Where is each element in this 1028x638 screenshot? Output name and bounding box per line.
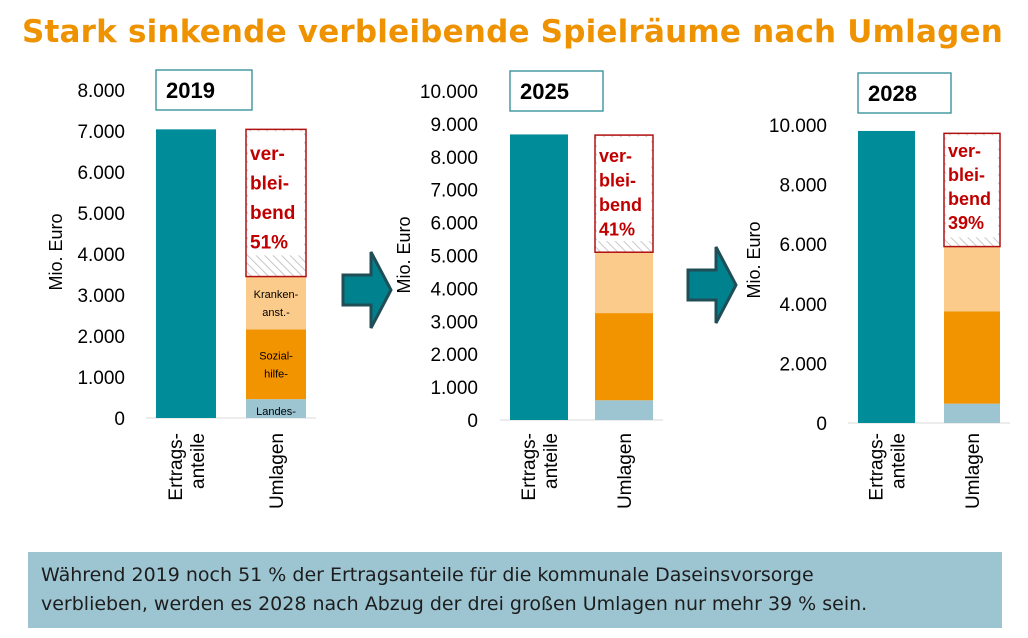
y-tick-label: 8.000	[779, 176, 827, 197]
y-tick-label: 0	[467, 411, 478, 432]
verbleibend-label: blei-	[250, 174, 289, 195]
verbleibend-percent: 39%	[948, 213, 984, 233]
x-category-label: anteile	[188, 433, 209, 489]
y-tick-label: 6.000	[77, 163, 125, 184]
bar-segment-krankenanstaltenumlage	[944, 246, 1000, 312]
y-tick-label: 4.000	[77, 245, 125, 266]
year-label: 2025	[520, 79, 569, 104]
verbleibend-label: blei-	[948, 165, 985, 185]
y-tick-label: 6.000	[779, 235, 827, 256]
y-tick-label: 8.000	[77, 81, 125, 102]
x-category-label: Umlagen	[267, 433, 288, 509]
y-tick-label: 10.000	[769, 116, 827, 137]
verbleibend-label: bend	[948, 189, 991, 209]
bar-segment-sozialhilfeumlage	[246, 329, 306, 400]
y-tick-label: 4.000	[779, 295, 827, 316]
bar-segment-landesumlage	[246, 399, 306, 418]
y-tick-label: 6.000	[430, 214, 478, 235]
y-tick-label: 3.000	[77, 286, 125, 307]
y-tick-label: 0	[816, 414, 827, 435]
caption-line-1: Während 2019 noch 51 % der Ertragsanteil…	[41, 564, 814, 586]
verbleibend-percent: 41%	[599, 220, 635, 240]
y-tick-label: 5.000	[77, 204, 125, 225]
verbleibend-percent: 51%	[250, 233, 288, 254]
bar-segment-landesumlage	[944, 403, 1000, 423]
bar-ertragsanteile	[858, 130, 915, 423]
bar-ertragsanteile	[156, 129, 216, 419]
segment-label: Kranken-	[254, 289, 299, 301]
x-category-label: Umlagen	[963, 433, 984, 509]
y-axis-label: Mio. Euro	[744, 221, 764, 298]
y-tick-label: 2.000	[779, 354, 827, 375]
bar-segment-krankenanstaltenumlage	[595, 252, 653, 314]
y-tick-label: 3.000	[430, 312, 478, 333]
arrow-right-icon	[341, 251, 393, 329]
y-tick-label: 4.000	[430, 279, 478, 300]
year-label: 2028	[868, 81, 917, 106]
segment-label: hilfe-	[264, 368, 288, 380]
x-category-label: Ertrags-	[867, 433, 888, 501]
y-tick-label: 8.000	[430, 148, 478, 169]
x-category-label: anteile	[889, 433, 910, 489]
verbleibend-label: bend	[599, 195, 642, 215]
verbleibend-label: ver-	[599, 146, 632, 166]
arrow-right-icon	[686, 246, 738, 324]
year-box	[509, 70, 604, 112]
x-category-label: Ertrags-	[166, 433, 187, 501]
segment-label: anst.-	[262, 307, 290, 319]
charts-area: 2019 0 1.000 2.000 3.000 4.000 5.000 6.000 7.000…	[46, 69, 1010, 509]
x-category-label: Ertrags-	[519, 433, 540, 501]
y-tick-label: 2.000	[430, 345, 478, 366]
bar-ertragsanteile	[510, 134, 568, 421]
y-tick-label: 2.000	[77, 327, 125, 348]
verbleibend-label-bg	[248, 131, 304, 256]
y-tick-label: 0	[114, 409, 125, 430]
bar-segment-sozialhilfeumlage	[595, 313, 653, 401]
summary-caption: Während 2019 noch 51 % der Ertragsanteil…	[28, 552, 1002, 628]
bar-segment-landesumlage	[595, 400, 653, 420]
y-tick-label: 7.000	[430, 181, 478, 202]
y-tick-label: 9.000	[430, 115, 478, 136]
verbleibend-label-bg	[946, 135, 998, 238]
year-box	[155, 69, 253, 111]
verbleibend-label: ver-	[948, 141, 981, 161]
bar-segment-krankenanstaltenumlage	[246, 276, 306, 330]
y-tick-label: 10.000	[420, 82, 478, 103]
verbleibend-label: blei-	[599, 171, 636, 191]
x-category-label: Umlagen	[615, 433, 636, 509]
verbleibend-label: bend	[250, 203, 295, 224]
y-tick-label: 5.000	[430, 247, 478, 268]
y-axis-label: Mio. Euro	[394, 216, 414, 293]
segment-label: Landes-	[256, 406, 296, 418]
y-tick-label: 1.000	[77, 368, 125, 389]
verbleibend-label: ver-	[250, 144, 285, 165]
page-title: Stark sinkende verbleibende Spielräume n…	[22, 14, 1003, 50]
y-tick-label: 1.000	[430, 378, 478, 399]
year-label: 2019	[166, 78, 215, 103]
x-category-label: anteile	[541, 433, 562, 489]
y-tick-label: 7.000	[77, 122, 125, 143]
y-axis-label: Mio. Euro	[46, 213, 66, 290]
year-box	[857, 72, 952, 114]
caption-line-2: verblieben, werden es 2028 nach Abzug de…	[41, 593, 868, 615]
segment-label: Sozial-	[259, 350, 293, 362]
verbleibend-label-bg	[597, 137, 651, 242]
bar-segment-sozialhilfeumlage	[944, 311, 1000, 404]
